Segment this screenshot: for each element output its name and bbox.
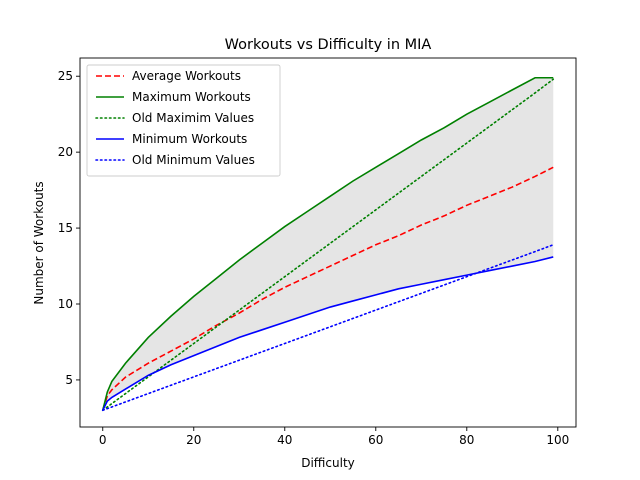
x-tick-label: 20	[186, 433, 201, 447]
legend-label: Old Minimum Values	[132, 153, 255, 167]
series-line-0	[101, 166, 554, 411]
series-line-2	[101, 78, 555, 412]
x-tick-label: 60	[368, 433, 383, 447]
legend-label: Maximum Workouts	[132, 90, 251, 104]
legend: Average Workouts Maximum Workouts Old Maxi…	[86, 64, 281, 177]
x-axis-label: Difficulty	[301, 456, 355, 470]
x-tick-label: 0	[99, 433, 107, 447]
legend-label: Average Workouts	[132, 69, 241, 83]
legend-label: Old Maximim Values	[132, 111, 254, 125]
legend-label: Minimum Workouts	[132, 132, 247, 146]
legend-box	[86, 64, 281, 177]
y-tick-label: 15	[58, 221, 73, 235]
series-line-4	[101, 243, 555, 412]
x-tick-label: 80	[459, 433, 474, 447]
y-axis-label: Number of Workouts	[32, 181, 46, 304]
chart-title: Workouts vs Difficulty in MIA	[225, 37, 432, 53]
y-tick-label: 10	[58, 297, 73, 311]
y-tick-label: 25	[58, 69, 73, 83]
y-tick-label: 20	[58, 145, 73, 159]
x-tick-label: 40	[277, 433, 292, 447]
plot-area	[101, 76, 555, 412]
axes: 0 20 40 60 80 100 5 10 15 20 25	[58, 57, 577, 447]
series-line-1	[101, 76, 554, 411]
y-tick-label: 5	[65, 373, 73, 387]
axes-frame	[79, 57, 577, 428]
x-tick-label: 100	[546, 433, 569, 447]
